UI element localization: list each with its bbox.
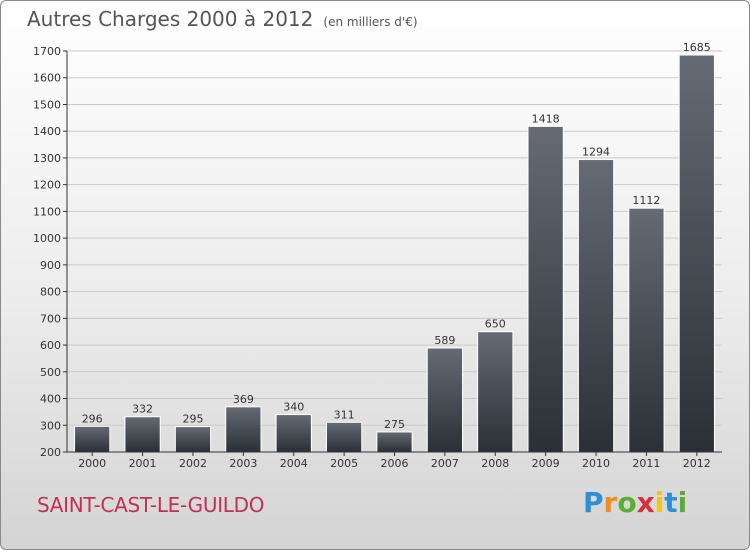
data-label: 296 xyxy=(82,412,103,425)
logo-letter: r xyxy=(603,486,618,519)
bar xyxy=(174,426,212,453)
bar xyxy=(628,207,665,453)
data-label: 311 xyxy=(334,408,355,421)
bar xyxy=(275,414,312,453)
data-label: 275 xyxy=(384,418,405,431)
x-tick-label: 2010 xyxy=(582,457,610,470)
data-label: 369 xyxy=(233,393,254,406)
bar xyxy=(678,54,715,453)
town-name: SAINT-CAST-LE-GUILDO xyxy=(37,493,265,517)
y-tick-label: 1700 xyxy=(33,45,61,58)
bar xyxy=(477,331,514,453)
bar xyxy=(527,125,564,453)
x-tick-label: 2005 xyxy=(330,457,358,470)
logo-letter: o xyxy=(617,486,637,519)
bar xyxy=(124,416,161,453)
y-tick-label: 1100 xyxy=(33,205,61,218)
logo-letter: P xyxy=(583,486,604,519)
data-label: 589 xyxy=(434,334,455,347)
data-label: 340 xyxy=(283,401,304,414)
y-tick-label: 200 xyxy=(40,446,61,459)
data-label: 1685 xyxy=(683,41,711,54)
data-label: 1112 xyxy=(632,194,660,207)
x-tick-label: 2007 xyxy=(431,457,459,470)
y-tick-label: 400 xyxy=(40,393,61,406)
y-tick-label: 1500 xyxy=(33,98,61,111)
data-label: 295 xyxy=(182,413,203,426)
gridlines xyxy=(67,50,722,453)
y-tick-label: 1600 xyxy=(33,72,61,85)
bar xyxy=(225,406,262,453)
logo-letter: i xyxy=(677,486,688,519)
y-tick-label: 1000 xyxy=(33,232,61,245)
data-label: 650 xyxy=(485,318,506,331)
logo-letter: x xyxy=(636,486,655,519)
axes xyxy=(66,51,722,453)
bar xyxy=(376,431,413,453)
bar xyxy=(577,159,615,453)
y-tick-label: 600 xyxy=(40,339,61,352)
chart-title: Autres Charges 2000 à 2012 (en milliers d… xyxy=(27,7,418,31)
x-tick-label: 2002 xyxy=(179,457,207,470)
y-tick-label: 1200 xyxy=(33,179,61,192)
bar xyxy=(74,425,111,453)
y-tick-label: 1300 xyxy=(33,152,61,165)
x-tick-label: 2003 xyxy=(229,457,257,470)
data-label: 1294 xyxy=(582,146,610,159)
x-axis-ticks: 2000 2001 2002 2003 2004 2005 2006 2007 2008 2009… xyxy=(78,452,711,470)
y-tick-label: 1400 xyxy=(33,125,61,138)
x-tick-label: 2006 xyxy=(381,457,409,470)
x-tick-label: 2011 xyxy=(632,457,660,470)
x-tick-label: 2008 xyxy=(481,457,509,470)
y-tick-label: 700 xyxy=(40,312,61,325)
y-tick-label: 800 xyxy=(40,286,61,299)
x-tick-label: 2001 xyxy=(129,457,157,470)
proxiti-logo[interactable]: Proxiti xyxy=(583,486,687,519)
data-label: 332 xyxy=(132,403,153,416)
data-label: 1418 xyxy=(532,112,560,125)
bar xyxy=(426,347,464,453)
x-tick-label: 2012 xyxy=(683,457,711,470)
logo-letter: t xyxy=(664,486,678,519)
bar xyxy=(325,421,363,453)
chart-title-text: Autres Charges 2000 à 2012 xyxy=(27,7,314,31)
y-axis-ticks: 200 300 400 500 600 700 800 900 1000 1100 1200 1300… xyxy=(33,45,67,459)
y-tick-label: 500 xyxy=(40,366,61,379)
x-tick-label: 2004 xyxy=(280,457,308,470)
x-tick-label: 2009 xyxy=(532,457,560,470)
chart-unit: (en milliers d'€) xyxy=(323,15,418,29)
y-tick-label: 300 xyxy=(40,419,61,432)
x-tick-label: 2000 xyxy=(78,457,106,470)
y-tick-label: 900 xyxy=(40,259,61,272)
bars: 296 332 295 369 340 311 275 589 650 1418 1294 1112 1… xyxy=(74,41,715,453)
logo-letter: i xyxy=(654,486,665,519)
